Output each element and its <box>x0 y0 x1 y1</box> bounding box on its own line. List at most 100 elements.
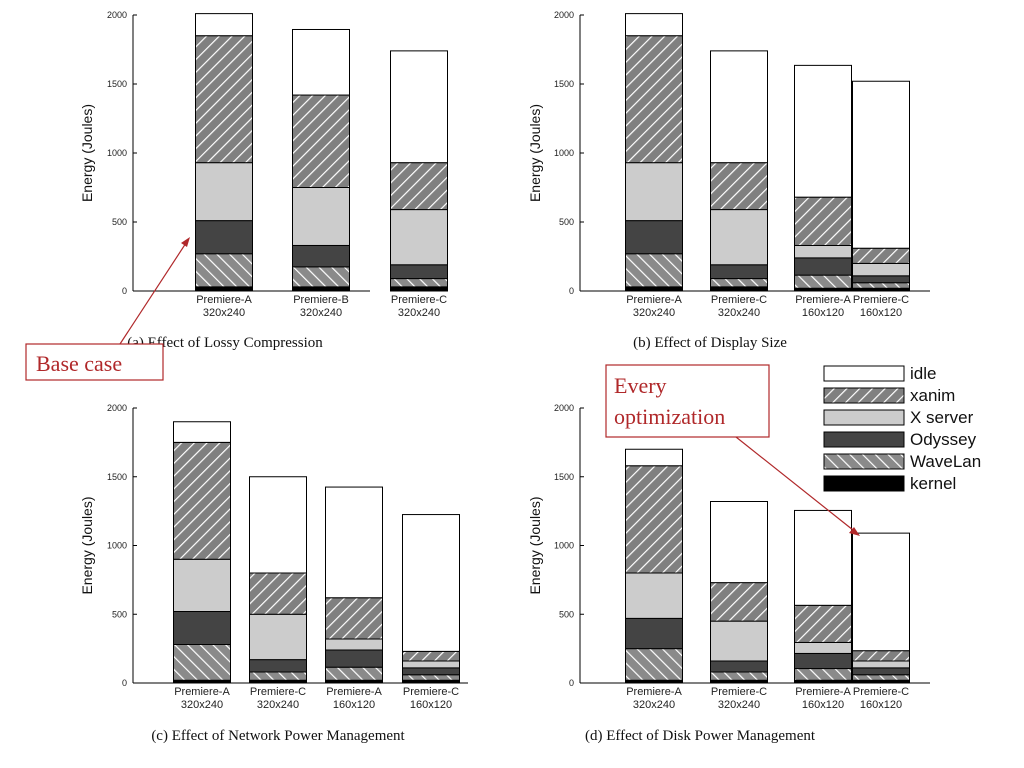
bar-segment-odyssey <box>794 652 852 670</box>
x-tick-label: Premiere-C <box>853 294 909 306</box>
chart-title: (a) Effect of Lossy Compression <box>127 335 323 351</box>
bar-segment-x-server <box>794 244 852 259</box>
x-tick-label: 160x120 <box>802 307 844 319</box>
chart-panels: 0 500 1000 1500 2000 Energy (Joules) Premiere-… <box>79 10 930 744</box>
bar-segment-x-server <box>173 558 231 612</box>
bar-segment-xanim <box>390 162 448 211</box>
base-case-label: Base case <box>36 351 122 376</box>
bar-stack-premiere-a-160x120 <box>325 486 383 684</box>
bar-segment-wavelan <box>402 674 460 681</box>
base-case-arrow <box>119 242 187 345</box>
bar-segment-xanim <box>794 604 852 643</box>
chart-title: (c) Effect of Network Power Management <box>151 728 405 744</box>
bar-segment-idle <box>195 13 253 37</box>
legend-label: X server <box>910 408 974 427</box>
bar-segment-wavelan <box>710 671 768 681</box>
bar-stack-premiere-a-320x240 <box>625 13 683 292</box>
x-tick-label: Premiere-C <box>853 686 909 698</box>
bar-segment-idle <box>794 64 852 198</box>
annotation-base-case: Base case <box>25 237 190 381</box>
x-tick-label: Premiere-A <box>626 686 682 698</box>
bar-segment-idle <box>625 13 683 37</box>
legend-label: WaveLan <box>910 452 981 471</box>
x-tick-label: Premiere-A <box>196 294 252 306</box>
chart-panel-d: 0 500 1000 1500 2000 Energy (Joules) Premiere-… <box>527 403 930 744</box>
y-tick-label: 0 <box>569 678 574 688</box>
bar-segment-idle <box>249 476 307 574</box>
chart-title: (d) Effect of Disk Power Management <box>585 728 816 744</box>
x-tick-label: 320x240 <box>300 307 342 319</box>
bar-segment-idle <box>325 486 383 599</box>
base-case-box <box>25 343 164 381</box>
y-tick-label: 1500 <box>107 79 127 89</box>
bar-segment-wavelan <box>852 282 910 289</box>
bar-segment-x-server <box>292 187 350 246</box>
y-axis-label: Energy (Joules) <box>79 104 95 202</box>
bar-segment-xanim <box>625 465 683 574</box>
bar-segment-x-server <box>852 262 910 277</box>
bar-segment-wavelan <box>852 674 910 681</box>
bar-segment-odyssey <box>710 660 768 673</box>
legend-swatch <box>823 365 905 382</box>
bar-segment-xanim <box>249 572 307 615</box>
bar-segment-xanim <box>325 597 383 640</box>
x-tick-label: 160x120 <box>333 699 375 711</box>
y-tick-label: 0 <box>569 286 574 296</box>
bar-segment-x-server <box>249 613 307 661</box>
y-tick-label: 0 <box>122 286 127 296</box>
x-tick-label: Premiere-C <box>391 294 447 306</box>
bar-segment-kernel <box>292 286 350 292</box>
x-tick-label: Premiere-C <box>711 686 767 698</box>
x-tick-label: 320x240 <box>257 699 299 711</box>
bar-segment-xanim <box>402 650 460 662</box>
x-tick-label: 320x240 <box>203 307 245 319</box>
bar-segment-x-server <box>625 572 683 619</box>
bar-stack-premiere-c-160x120 <box>402 514 460 684</box>
bar-segment-x-server <box>794 641 852 654</box>
x-tick-label: 160x120 <box>860 307 902 319</box>
x-tick-label: 160x120 <box>410 699 452 711</box>
bar-segment-kernel <box>390 286 448 292</box>
bar-segment-x-server <box>852 660 910 669</box>
every-optimization-arrow <box>735 436 854 531</box>
y-tick-label: 2000 <box>107 403 127 413</box>
x-tick-label: 320x240 <box>633 699 675 711</box>
bar-segment-xanim <box>710 582 768 622</box>
x-tick-label: 320x240 <box>398 307 440 319</box>
bar-segment-odyssey <box>390 264 448 280</box>
x-tick-label: Premiere-C <box>250 686 306 698</box>
bar-segment-odyssey <box>173 611 231 645</box>
y-axis-label: Energy (Joules) <box>527 496 543 594</box>
x-tick-label: Premiere-A <box>174 686 230 698</box>
x-tick-label: 320x240 <box>718 307 760 319</box>
bar-segment-xanim <box>852 247 910 264</box>
x-tick-label: Premiere-A <box>795 294 851 306</box>
x-tick-label: 320x240 <box>633 307 675 319</box>
legend-swatch <box>823 431 905 448</box>
bar-segment-kernel <box>625 286 683 292</box>
legend-item-x-server: X server <box>823 408 974 427</box>
legend-swatch <box>823 409 905 426</box>
bar-stack-premiere-b-320x240 <box>292 28 350 292</box>
legend: idle xanim X server Odyssey WaveLan kernel <box>823 364 981 493</box>
x-tick-label: Premiere-A <box>795 686 851 698</box>
bar-segment-x-server <box>195 162 253 222</box>
bar-segment-wavelan <box>390 278 448 288</box>
bar-segment-x-server <box>402 660 460 669</box>
legend-item-xanim: xanim <box>823 386 955 405</box>
bar-segment-odyssey <box>292 244 350 268</box>
bar-segment-xanim <box>710 162 768 211</box>
legend-label: xanim <box>910 386 955 405</box>
y-tick-label: 1000 <box>107 148 127 158</box>
bar-segment-odyssey <box>852 667 910 676</box>
legend-swatch <box>823 387 905 404</box>
y-tick-label: 1500 <box>554 472 574 482</box>
chart-panel-b: 0 500 1000 1500 2000 Energy (Joules) Premiere-… <box>527 10 930 351</box>
every-optimization-arrowhead <box>849 527 860 536</box>
legend-item-wavelan: WaveLan <box>823 452 981 471</box>
y-axis-label: Energy (Joules) <box>79 496 95 594</box>
x-tick-label: 160x120 <box>802 699 844 711</box>
bar-segment-idle <box>402 514 460 652</box>
bar-stack-premiere-c-320x240 <box>710 50 768 292</box>
chart-panel-a: 0 500 1000 1500 2000 Energy (Joules) Premiere-… <box>79 10 448 351</box>
